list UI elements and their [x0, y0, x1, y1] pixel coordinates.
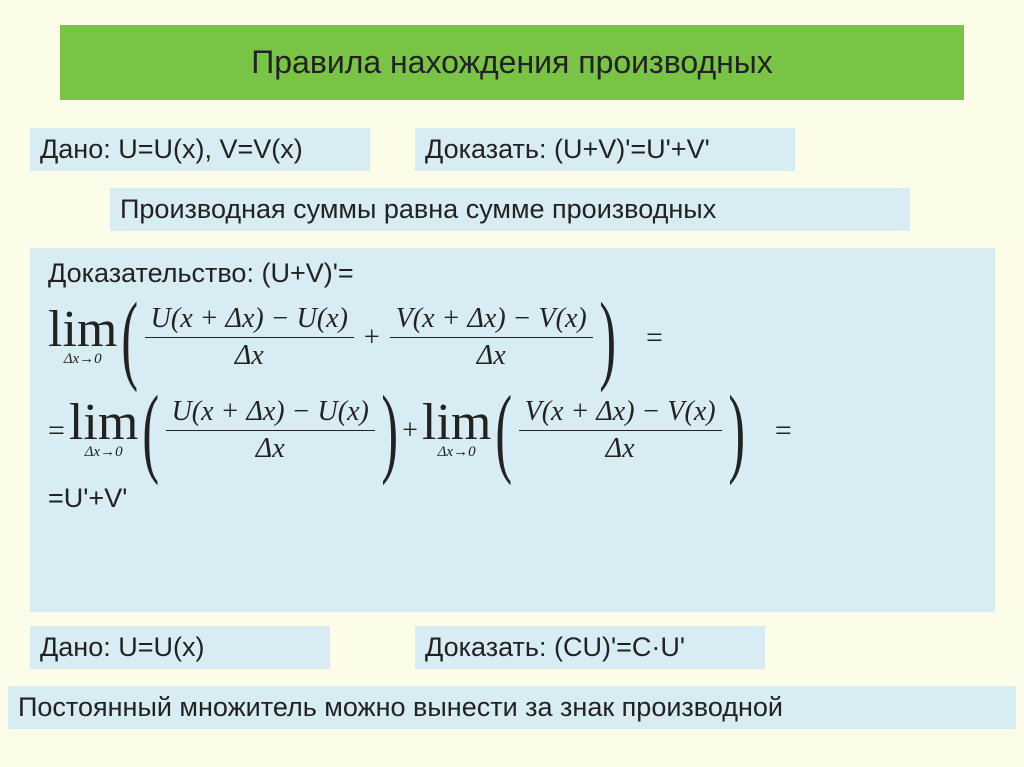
limit-block: lim Δx→0	[69, 400, 138, 462]
equals-sign: =	[775, 414, 792, 448]
lim-word: lim	[48, 307, 117, 354]
theorem-text-1: Производная суммы равна сумме производны…	[120, 194, 716, 224]
frac-u-num: U(x + Δx) − U(x)	[166, 394, 375, 430]
left-paren: (	[496, 388, 513, 473]
given-box-2: Дано: U=U(x)	[30, 626, 330, 669]
lim-sub: Δx→0	[85, 444, 123, 461]
given-text-1: Дано: U=U(x), V=V(x)	[40, 134, 303, 164]
right-paren: )	[381, 388, 398, 473]
frac-u-num: U(x + Δx) − U(x)	[145, 301, 354, 337]
lim-word: lim	[422, 400, 491, 447]
left-paren: (	[122, 295, 139, 380]
frac-v-den: Δx	[600, 431, 641, 467]
prove-text-1: Доказать: (U+V)'=U'+V'	[425, 134, 710, 164]
proof-line-2: = lim Δx→0 ( U(x + Δx) − U(x) Δx ) + lim…	[48, 388, 983, 473]
right-paren: )	[728, 388, 745, 473]
theorem-text-2: Постоянный множитель можно вынести за зн…	[18, 692, 783, 722]
fraction-u: U(x + Δx) − U(x) Δx	[145, 301, 354, 375]
limit-block: lim Δx→0	[48, 307, 117, 369]
lim-sub: Δx→0	[438, 444, 476, 461]
proof-box: Доказательство: (U+V)'= lim Δx→0 ( U(x +…	[30, 248, 995, 612]
fraction-v: V(x + Δx) − V(x) Δx	[390, 301, 593, 375]
proof-label: Доказательство: (U+V)'=	[48, 258, 983, 289]
limit-block: lim Δx→0	[422, 400, 491, 462]
equals-sign: =	[646, 321, 663, 355]
given-text-2: Дано: U=U(x)	[40, 632, 204, 662]
right-paren: )	[599, 295, 616, 380]
lim-sub: Δx→0	[64, 351, 102, 368]
plus-sign: +	[402, 415, 418, 447]
proof-result: =U'+V'	[48, 483, 983, 514]
frac-v-den: Δx	[471, 338, 512, 374]
equals-sign: =	[48, 414, 65, 448]
slide-title-bar: Правила нахождения производных	[60, 25, 964, 100]
slide-title: Правила нахождения производных	[251, 44, 773, 81]
theorem-box-2: Постоянный множитель можно вынести за зн…	[8, 686, 1016, 729]
frac-v-num: V(x + Δx) − V(x)	[390, 301, 593, 337]
lim-word: lim	[69, 400, 138, 447]
plus-sign: +	[364, 322, 380, 354]
frac-u-den: Δx	[250, 431, 291, 467]
left-paren: (	[143, 388, 160, 473]
given-box-1: Дано: U=U(x), V=V(x)	[30, 128, 370, 171]
fraction-u: U(x + Δx) − U(x) Δx	[166, 394, 375, 468]
frac-v-num: V(x + Δx) − V(x)	[519, 394, 722, 430]
theorem-box-1: Производная суммы равна сумме производны…	[110, 188, 910, 231]
prove-text-2: Доказать: (СU)'=С·U'	[425, 632, 685, 662]
frac-u-den: Δx	[229, 338, 270, 374]
prove-box-2: Доказать: (СU)'=С·U'	[415, 626, 765, 669]
proof-line-1: lim Δx→0 ( U(x + Δx) − U(x) Δx + V(x + Δ…	[48, 295, 983, 380]
fraction-v: V(x + Δx) − V(x) Δx	[519, 394, 722, 468]
prove-box-1: Доказать: (U+V)'=U'+V'	[415, 128, 795, 171]
